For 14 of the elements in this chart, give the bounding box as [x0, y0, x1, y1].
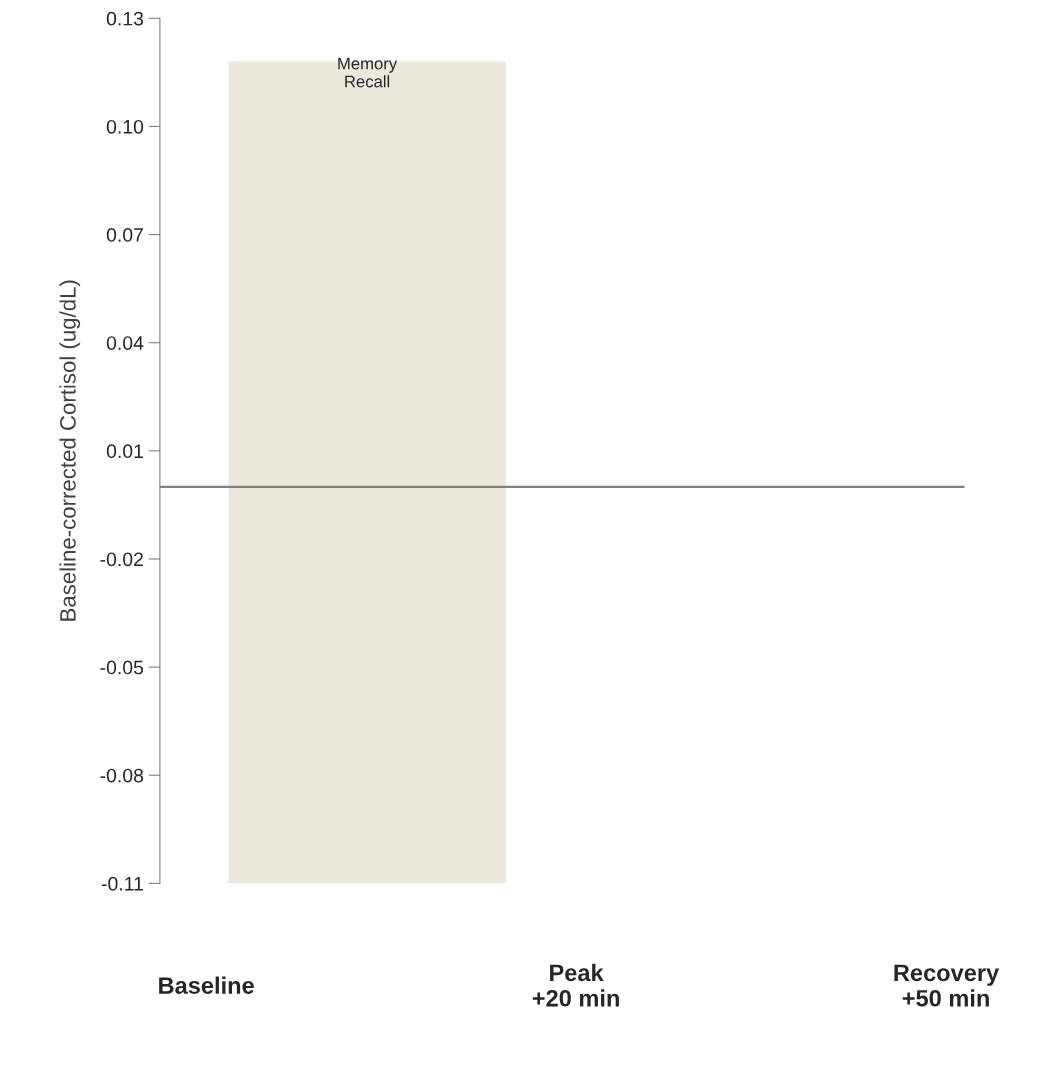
y-tick-label: -0.05 — [100, 660, 144, 675]
annotation: Memory Recall — [338, 57, 398, 88]
x-tick-label: Baseline — [159, 976, 254, 994]
y-tick-label: 0.04 — [106, 336, 144, 350]
y-tick-label: -0.08 — [100, 768, 144, 783]
x-tick-label: Peak +20 min — [532, 963, 619, 1007]
x-tick-label: Recovery +50 min — [894, 964, 1000, 1007]
y-tick-label: 0.01 — [106, 444, 143, 459]
y-tick-label: 0.13 — [106, 11, 144, 26]
y-tick-label: 0.07 — [106, 228, 143, 242]
y-tick-label: -0.02 — [100, 552, 143, 567]
y-tick-label: 0.10 — [106, 119, 144, 134]
y-axis-title: Baseline-corrected Cortisol (ug/dL) — [59, 280, 81, 621]
y-tick-label: -0.11 — [101, 876, 143, 891]
